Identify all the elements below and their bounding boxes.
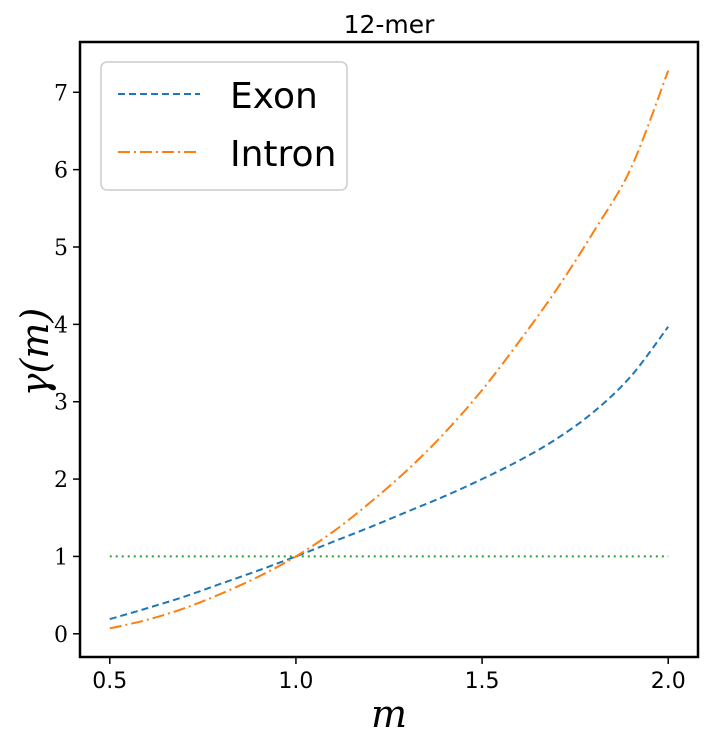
y-tick-label: 2 xyxy=(54,468,68,493)
chart-title: 12-mer xyxy=(344,10,436,39)
axis-ticks: 0.5 1.0 1.5 2.0 0 1 2 3 4 5 6 7 xyxy=(54,81,686,694)
x-tick-label: 1.0 xyxy=(278,669,313,694)
y-tick-label: 1 xyxy=(54,545,68,570)
y-tick-label: 5 xyxy=(54,236,68,261)
series-line-exon xyxy=(109,326,670,621)
y-tick-label: 3 xyxy=(54,391,68,416)
x-tick-label: 0.5 xyxy=(92,669,127,694)
x-axis-label: m xyxy=(371,692,407,736)
x-tick-label: 2.0 xyxy=(651,669,686,694)
series-line-intron xyxy=(109,70,670,630)
y-tick-label: 0 xyxy=(54,623,68,648)
legend: Exon Intron xyxy=(100,61,348,191)
y-tick-label: 7 xyxy=(54,81,68,106)
legend-label-exon: Exon xyxy=(230,76,318,117)
y-axis-label: γ(m) xyxy=(13,308,57,396)
plot-area xyxy=(109,70,670,630)
legend-label-intron: Intron xyxy=(230,134,336,175)
x-tick-label: 1.5 xyxy=(465,669,500,694)
plot-frame xyxy=(78,40,700,659)
y-tick-label: 6 xyxy=(54,159,68,184)
y-tick-label: 4 xyxy=(54,313,68,338)
